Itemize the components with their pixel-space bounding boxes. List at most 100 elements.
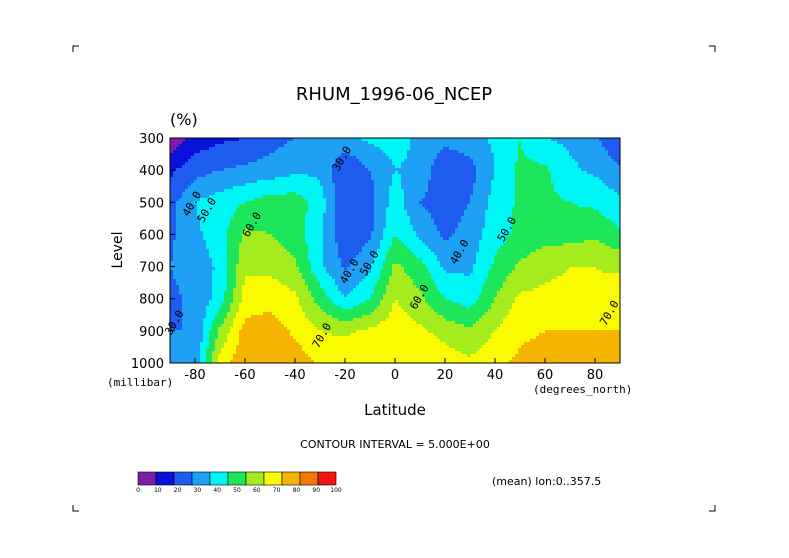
field-cell bbox=[392, 210, 396, 214]
field-cell bbox=[410, 144, 414, 148]
field-cell bbox=[605, 201, 609, 205]
field-cell bbox=[362, 186, 366, 190]
field-cell bbox=[416, 198, 420, 202]
field-cell bbox=[506, 186, 510, 190]
field-cell bbox=[236, 216, 240, 220]
field-cell bbox=[218, 147, 222, 151]
field-cell bbox=[302, 153, 306, 157]
field-cell bbox=[203, 177, 207, 181]
field-cell bbox=[293, 192, 297, 196]
field-cell bbox=[170, 162, 174, 166]
field-cell bbox=[221, 177, 225, 181]
field-cell bbox=[584, 210, 588, 214]
field-cell bbox=[326, 192, 330, 196]
field-cell bbox=[347, 213, 351, 217]
field-cell bbox=[599, 204, 603, 208]
field-cell bbox=[587, 147, 591, 151]
field-cell bbox=[545, 159, 549, 163]
field-cell bbox=[203, 225, 207, 229]
field-cell bbox=[266, 237, 270, 241]
field-cell bbox=[263, 210, 267, 214]
field-cell bbox=[194, 228, 198, 232]
field-cell bbox=[398, 174, 402, 178]
field-cell bbox=[281, 192, 285, 196]
field-cell bbox=[302, 186, 306, 190]
field-cell bbox=[611, 168, 615, 172]
field-cell bbox=[578, 159, 582, 163]
field-cell bbox=[389, 186, 393, 190]
field-cell bbox=[251, 210, 255, 214]
field-cell bbox=[191, 198, 195, 202]
field-cell bbox=[173, 186, 177, 190]
field-cell bbox=[281, 156, 285, 160]
field-cell bbox=[218, 171, 222, 175]
field-cell bbox=[287, 171, 291, 175]
field-cell bbox=[185, 225, 189, 229]
field-cell bbox=[431, 159, 435, 163]
field-cell bbox=[293, 225, 297, 229]
field-cell bbox=[209, 180, 213, 184]
field-cell bbox=[455, 156, 459, 160]
field-cell bbox=[386, 180, 390, 184]
field-cell bbox=[485, 174, 489, 178]
field-cell bbox=[404, 222, 408, 226]
field-cell bbox=[182, 222, 186, 226]
field-cell bbox=[563, 168, 567, 172]
field-cell bbox=[221, 150, 225, 154]
field-cell bbox=[593, 150, 597, 154]
field-cell bbox=[251, 192, 255, 196]
field-cell bbox=[461, 165, 465, 169]
field-cell bbox=[467, 189, 471, 193]
field-cell bbox=[179, 201, 183, 205]
field-cell bbox=[599, 213, 603, 217]
field-cell bbox=[263, 147, 267, 151]
field-cell bbox=[245, 141, 249, 145]
field-cell bbox=[341, 153, 345, 157]
field-cell bbox=[533, 231, 537, 235]
field-cell bbox=[203, 174, 207, 178]
field-cell bbox=[239, 168, 243, 172]
field-cell bbox=[176, 144, 180, 148]
field-cell bbox=[344, 201, 348, 205]
field-cell bbox=[218, 144, 222, 148]
field-cell bbox=[281, 165, 285, 169]
field-cell bbox=[359, 147, 363, 151]
field-cell bbox=[344, 186, 348, 190]
field-cell bbox=[575, 168, 579, 172]
field-cell bbox=[551, 147, 555, 151]
field-cell bbox=[284, 162, 288, 166]
field-cell bbox=[596, 171, 600, 175]
field-cell bbox=[290, 195, 294, 199]
field-cell bbox=[299, 216, 303, 220]
field-cell bbox=[380, 228, 384, 232]
field-cell bbox=[476, 138, 480, 142]
field-cell bbox=[302, 144, 306, 148]
field-cell bbox=[425, 141, 429, 145]
field-cell bbox=[344, 216, 348, 220]
field-cell bbox=[593, 147, 597, 151]
field-cell bbox=[608, 141, 612, 145]
field-cell bbox=[344, 198, 348, 202]
field-cell bbox=[365, 153, 369, 157]
field-cell bbox=[446, 141, 450, 145]
field-cell bbox=[611, 171, 615, 175]
field-cell bbox=[266, 234, 270, 238]
field-cell bbox=[416, 189, 420, 193]
field-cell bbox=[491, 162, 495, 166]
field-cell bbox=[617, 204, 620, 208]
field-cell bbox=[206, 171, 210, 175]
field-cell bbox=[368, 144, 372, 148]
field-cell bbox=[455, 222, 459, 226]
field-cell bbox=[512, 213, 516, 217]
field-cell bbox=[251, 189, 255, 193]
field-cell bbox=[485, 234, 489, 238]
field-cell bbox=[416, 147, 420, 151]
field-cell bbox=[482, 210, 486, 214]
field-cell bbox=[251, 138, 255, 142]
field-cell bbox=[326, 147, 330, 151]
field-cell bbox=[539, 138, 543, 142]
field-cell bbox=[344, 228, 348, 232]
field-cell bbox=[419, 162, 423, 166]
field-cell bbox=[596, 216, 600, 220]
field-cell bbox=[506, 177, 510, 181]
